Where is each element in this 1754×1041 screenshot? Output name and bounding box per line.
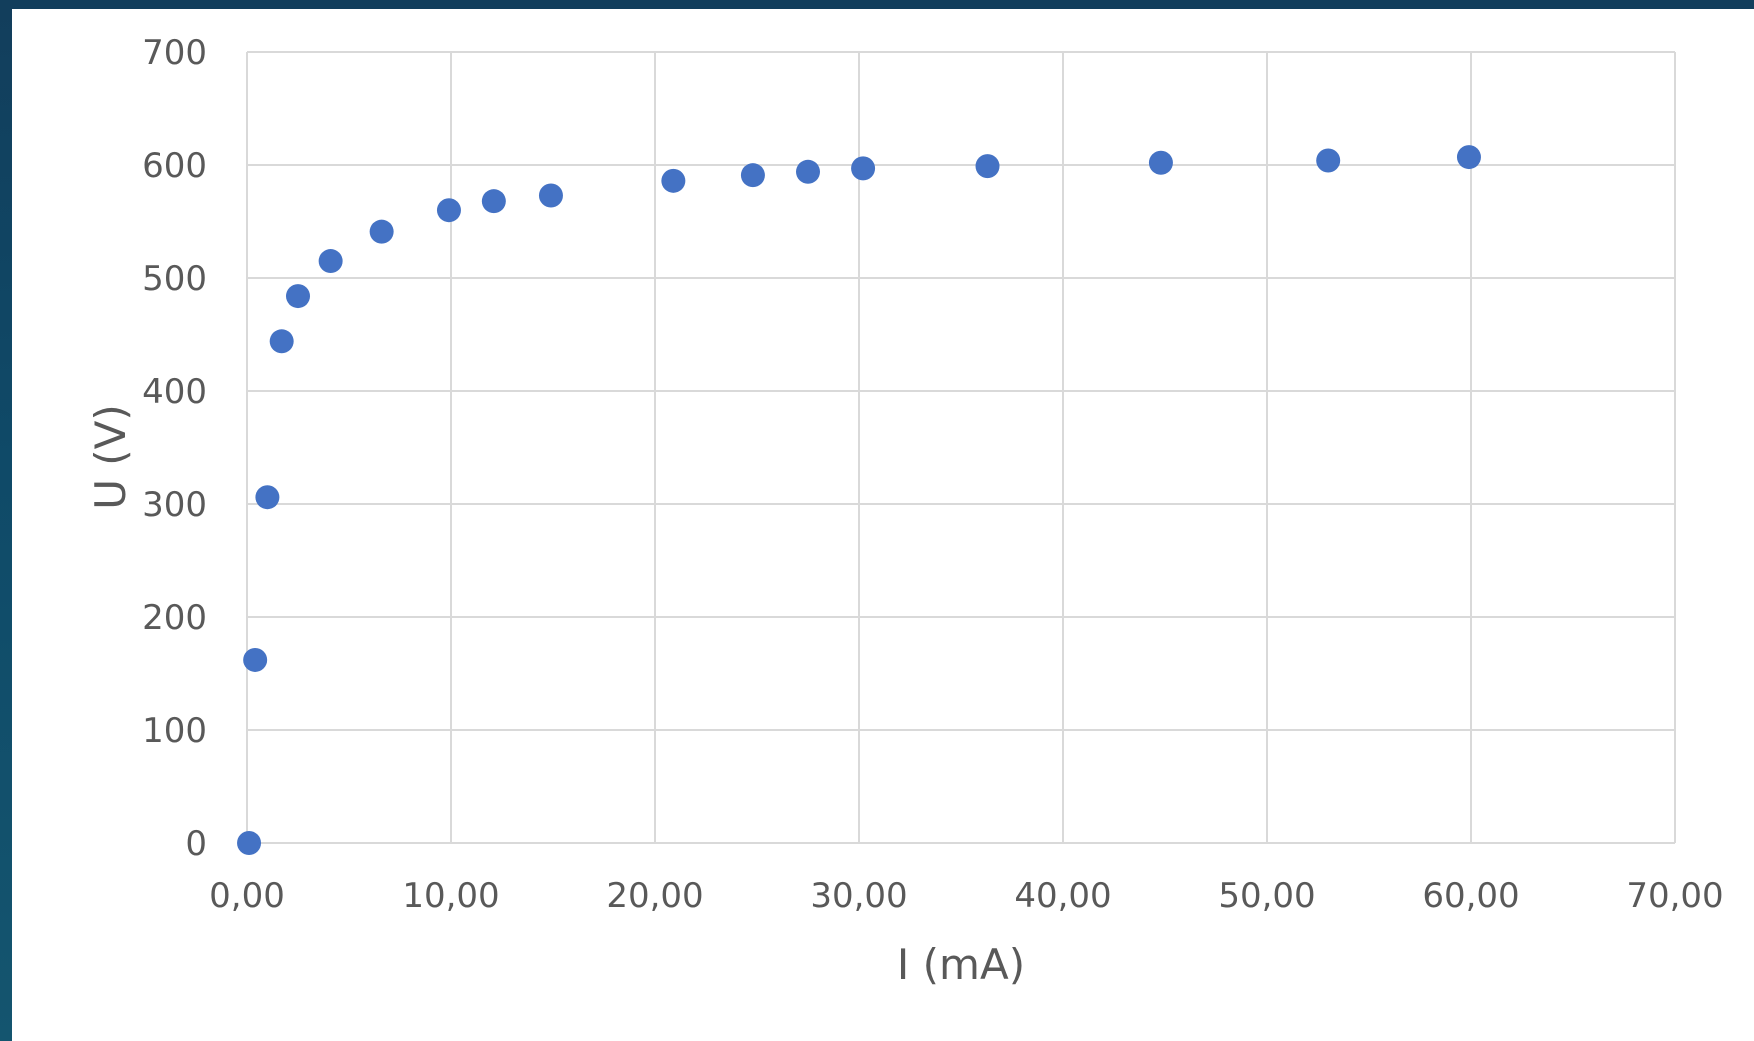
x-tick-label: 0,00 xyxy=(209,876,285,916)
y-tick-label: 0 xyxy=(185,824,207,864)
data-points xyxy=(237,145,1481,855)
x-tick-label: 70,00 xyxy=(1626,876,1723,916)
y-tick-labels: 0 100 200 300 400 500 600 700 xyxy=(142,33,207,864)
data-point xyxy=(1456,145,1481,170)
y-tick-label: 400 xyxy=(142,372,207,412)
y-tick-label: 100 xyxy=(142,711,207,751)
data-point xyxy=(286,284,310,309)
data-point xyxy=(975,154,1000,179)
chart-area: 0 100 200 300 400 500 600 700 0,00 10,00 20,00 30,… xyxy=(12,9,1754,1041)
x-tick-labels: 0,00 10,00 20,00 30,00 40,00 50,00 60,00 70,00 xyxy=(209,876,1724,916)
data-point xyxy=(851,156,876,181)
x-tick-label: 10,00 xyxy=(402,876,499,916)
x-tick-label: 30,00 xyxy=(810,876,907,916)
data-point xyxy=(538,183,563,208)
data-point xyxy=(661,168,686,193)
data-point xyxy=(243,647,268,672)
data-point xyxy=(318,249,343,274)
data-point xyxy=(740,163,765,188)
scatter-chart: 0 100 200 300 400 500 600 700 0,00 10,00 20,00 30,… xyxy=(86,33,1724,989)
x-axis-title: I (mA) xyxy=(897,940,1025,989)
y-tick-label: 600 xyxy=(142,146,207,186)
data-point xyxy=(1316,148,1341,173)
y-tick-label: 200 xyxy=(142,598,207,638)
data-point xyxy=(369,219,394,244)
x-tick-label: 50,00 xyxy=(1218,876,1315,916)
data-point xyxy=(436,198,461,223)
y-axis-title: U (V) xyxy=(86,404,135,510)
x-tick-label: 40,00 xyxy=(1014,876,1111,916)
axes xyxy=(246,52,1675,844)
y-tick-label: 700 xyxy=(142,33,207,73)
data-point xyxy=(796,159,820,184)
y-tick-label: 500 xyxy=(142,259,207,299)
data-point xyxy=(237,831,262,855)
data-point xyxy=(1148,150,1173,175)
data-point xyxy=(255,485,280,510)
data-point xyxy=(481,189,506,214)
data-point xyxy=(269,329,294,354)
x-tick-label: 60,00 xyxy=(1422,876,1519,916)
y-tick-label: 300 xyxy=(142,485,207,525)
gridlines xyxy=(247,51,1676,843)
x-tick-label: 20,00 xyxy=(606,876,703,916)
